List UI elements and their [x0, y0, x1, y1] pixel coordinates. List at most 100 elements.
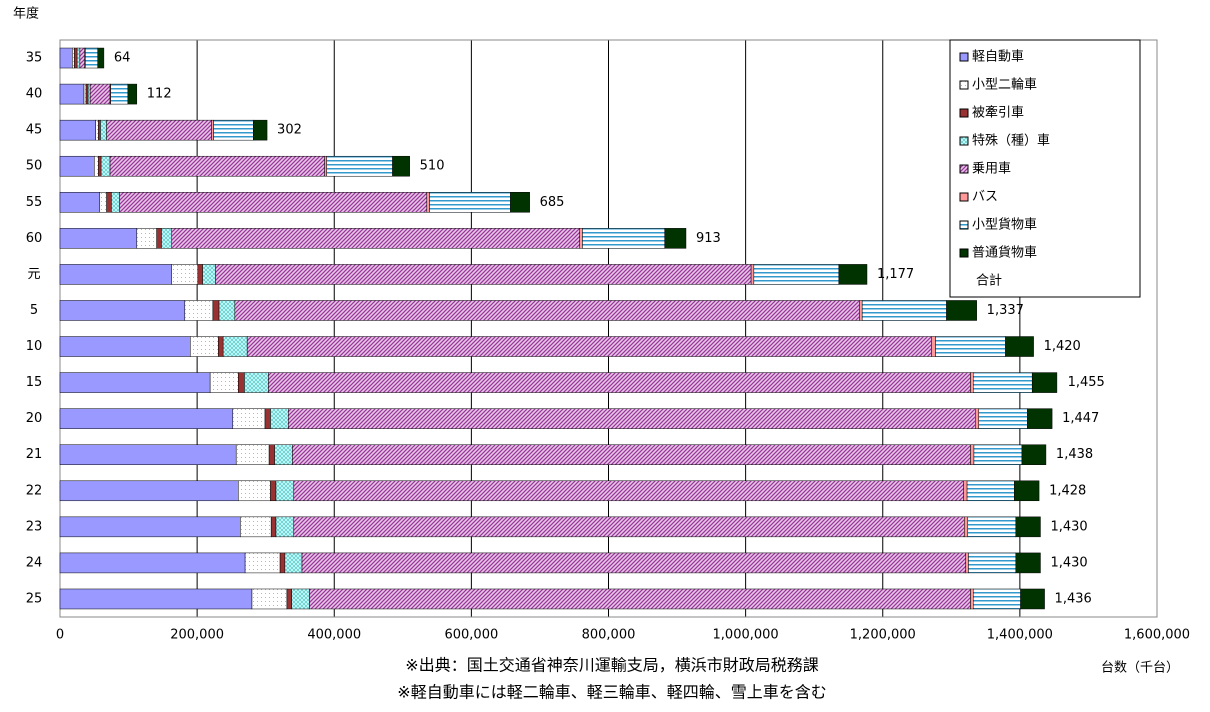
- bar-segment: [100, 119, 107, 141]
- bar-segment: [270, 480, 277, 502]
- bar-segment: [967, 516, 1017, 538]
- bar-segment: [171, 264, 199, 285]
- y-tick-label: 24: [26, 555, 43, 570]
- bar-segment: [184, 300, 214, 321]
- total-label: 1,430: [1050, 519, 1087, 534]
- bar-segment: [87, 83, 91, 105]
- bar-segment: [251, 588, 288, 610]
- bar-segment: [202, 264, 216, 285]
- bar-segment: [1021, 444, 1047, 465]
- bar-segment: [59, 588, 253, 610]
- bar-segment: [268, 444, 275, 465]
- y-tick-label: 60: [26, 231, 43, 246]
- bar-segment: [309, 588, 971, 610]
- x-tick-label: 400,000: [307, 628, 361, 643]
- bar-segment: [973, 444, 1023, 465]
- legend-label: 普通貨物車: [972, 245, 1037, 261]
- bar-segment: [110, 83, 129, 105]
- bar-segment: [244, 372, 269, 393]
- bar-segment: [1020, 588, 1045, 610]
- bar-segment: [510, 192, 530, 213]
- legend-label: 小型二輪車: [972, 77, 1037, 93]
- legend-swatch: [959, 164, 969, 174]
- bar-segment: [215, 264, 752, 285]
- bar-segment: [246, 336, 932, 357]
- bar-segment: [106, 119, 212, 141]
- x-tick-label: 600,000: [444, 628, 498, 643]
- legend-swatch: [959, 192, 969, 202]
- bar-segment: [859, 300, 863, 321]
- bar-segment: [966, 480, 1015, 502]
- legend-swatch: [959, 136, 969, 146]
- bar-segment: [98, 119, 101, 141]
- legend-swatch: [959, 80, 969, 90]
- bar-segment: [975, 408, 979, 429]
- legend-swatch: [959, 248, 969, 258]
- bar-segment: [111, 192, 120, 213]
- bar-segment: [274, 444, 293, 465]
- bar-segment: [136, 228, 157, 249]
- bar-segment: [106, 192, 112, 213]
- bar-segment: [59, 83, 85, 105]
- bar-segment: [95, 119, 99, 141]
- bar-segment: [222, 336, 248, 357]
- bar-segment: [973, 588, 1021, 610]
- bar-segment: [59, 300, 186, 321]
- y-tick-label: 元: [27, 267, 40, 282]
- bar-segment: [109, 155, 325, 177]
- bar-segment: [72, 47, 75, 69]
- bar-segment: [946, 300, 977, 321]
- bar-segment: [240, 516, 272, 538]
- legend-swatch: [959, 220, 969, 230]
- bar-segment: [190, 336, 219, 357]
- bar-segment: [59, 336, 191, 357]
- total-label: 1,436: [1055, 591, 1092, 606]
- total-label: 64: [114, 51, 131, 66]
- bar-segment: [59, 372, 211, 393]
- bar-segment: [270, 516, 277, 538]
- source-note: ※出典：国土交通省神奈川運輸支局，横浜市財政局税務課: [405, 656, 818, 675]
- bar-segment: [197, 264, 203, 285]
- bar-segment: [288, 408, 976, 429]
- bar-segment: [234, 300, 860, 321]
- bar-segment: [76, 47, 81, 69]
- legend-label: 乗用車: [972, 162, 1011, 177]
- y-tick-label: 15: [26, 375, 43, 390]
- bar-segment: [970, 588, 974, 610]
- legend-label: 被牽引車: [972, 105, 1024, 121]
- y-tick-label: 23: [26, 519, 43, 534]
- plot-frame: [59, 39, 1158, 618]
- total-label: 510: [420, 159, 445, 174]
- legend-swatch: [959, 52, 969, 62]
- legend-label: 軽自動車: [972, 50, 1024, 65]
- legend-label: 小型貨物車: [972, 217, 1037, 233]
- bar-segment: [59, 408, 234, 429]
- bar-segment: [292, 444, 971, 465]
- y-tick-label: 20: [26, 411, 43, 426]
- total-label: 1,177: [877, 267, 914, 282]
- bar-segment: [275, 480, 295, 502]
- y-tick-label: 45: [26, 123, 43, 138]
- total-label: 302: [277, 123, 302, 138]
- footnote: ※軽自動車には軽二輪車、軽三輪車、軽四輪、雪上車を含む: [397, 683, 826, 702]
- bar-segment: [931, 336, 936, 357]
- bar-segment: [750, 264, 755, 285]
- total-label: 1,447: [1062, 411, 1099, 426]
- bar-segment: [79, 47, 85, 69]
- bar-segment: [935, 336, 1006, 357]
- bar-segment: [838, 264, 868, 285]
- y-tick-label: 55: [26, 195, 43, 210]
- bar-segment: [963, 480, 968, 502]
- legend-label: バス: [972, 190, 998, 205]
- y-tick-label: 10: [26, 339, 43, 354]
- total-label: 1,455: [1068, 375, 1105, 390]
- bar-segment: [970, 372, 974, 393]
- y-tick-label: 35: [26, 51, 43, 66]
- bar-segment: [83, 83, 87, 105]
- bar-segment: [238, 372, 245, 393]
- bar-segment: [978, 408, 1028, 429]
- y-tick-label: 22: [26, 483, 43, 498]
- y-tick-label: 40: [26, 87, 43, 102]
- bar-segment: [753, 264, 840, 285]
